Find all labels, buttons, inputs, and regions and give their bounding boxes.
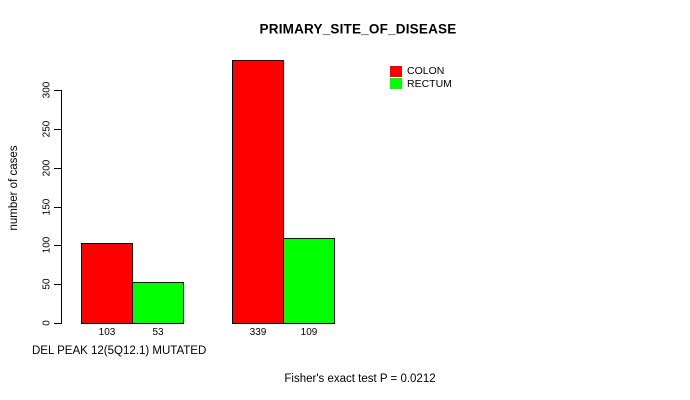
bar-value-label: 109 [300, 327, 318, 338]
y-axis-tick-label: 200 [41, 159, 53, 177]
legend: COLON RECTUM [390, 65, 452, 90]
chart-title: PRIMARY_SITE_OF_DISEASE [259, 21, 457, 37]
y-axis-line [61, 90, 62, 324]
y-axis-tick-label: 100 [41, 236, 53, 254]
bar-value-label: 339 [249, 327, 267, 338]
y-axis-tick [54, 245, 61, 246]
rectum-color-swatch [390, 78, 402, 90]
x-axis-label: DEL PEAK 12(5Q12.1) MUTATED [32, 345, 207, 357]
y-axis-tick-label: 150 [41, 198, 53, 216]
y-axis-tick [54, 168, 61, 169]
colon-color-swatch [390, 65, 402, 77]
bar-rectum-group1 [132, 282, 184, 324]
y-axis-tick [54, 90, 61, 91]
y-axis-tick-label: 50 [41, 278, 53, 290]
y-axis-tick [54, 129, 61, 130]
legend-label-colon: COLON [407, 65, 445, 78]
y-axis-tick [54, 284, 61, 285]
bar-rectum-group2 [283, 238, 335, 324]
y-axis-tick [54, 323, 61, 324]
bar-colon-group2 [232, 60, 284, 324]
stats-annotation: Fisher's exact test P = 0.0212 [284, 373, 436, 385]
legend-label-rectum: RECTUM [407, 77, 452, 90]
y-axis-tick-label: 250 [41, 120, 53, 138]
legend-item-rectum: RECTUM [390, 78, 452, 91]
y-axis-tick-label: 0 [41, 320, 53, 326]
bar-colon-group1 [81, 243, 133, 324]
y-axis-tick-label: 300 [41, 81, 53, 99]
y-axis-tick [54, 207, 61, 208]
bar-value-label: 103 [98, 327, 116, 338]
legend-item-colon: COLON [390, 65, 452, 78]
bar-value-label: 53 [152, 327, 164, 338]
